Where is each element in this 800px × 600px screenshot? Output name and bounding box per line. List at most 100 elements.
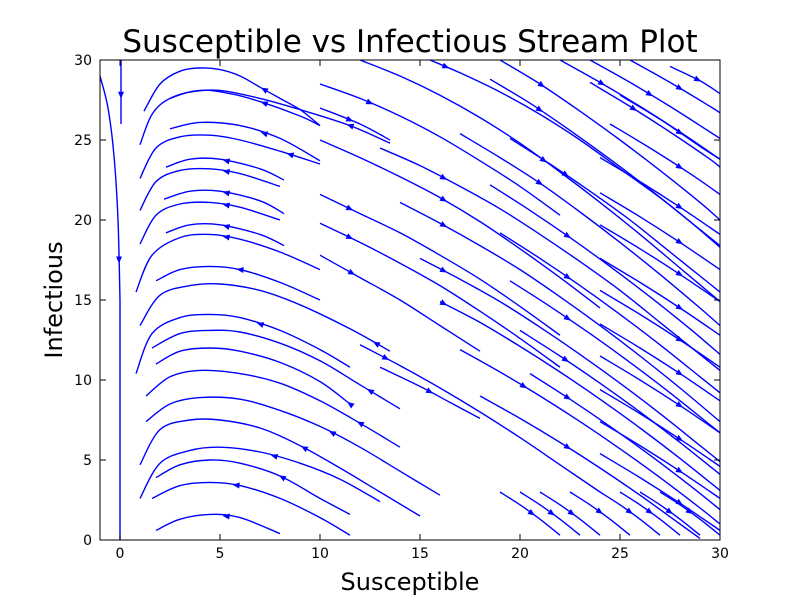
streamline-66: [599, 420, 720, 499]
streamline-arrow-74: [665, 507, 673, 515]
streamline-arrow-32: [381, 354, 390, 360]
streamline-arrow-64: [675, 401, 683, 408]
x-tick-label: 10: [311, 546, 329, 562]
y-tick-label: 20: [74, 213, 92, 229]
streamline-arrow-35: [539, 156, 547, 163]
streamline-15: [155, 347, 351, 405]
streamline-arrow-56: [675, 128, 683, 135]
streamline-arrow-65: [675, 434, 683, 442]
streamline-arrow-58: [675, 202, 683, 210]
streamline-arrow-50: [563, 231, 571, 239]
streamline-arrow-69: [547, 508, 555, 516]
streamline-arrow-31: [347, 268, 356, 275]
streamline-arrow-23: [116, 256, 122, 264]
streamline-arrow-30: [345, 233, 354, 240]
x-tick-label: 20: [511, 546, 529, 562]
streamline-50: [489, 184, 720, 355]
y-tick-label: 25: [74, 133, 92, 149]
streamline-arrow-57: [675, 162, 683, 170]
streamline-53: [519, 329, 720, 475]
streamline-4: [139, 134, 321, 179]
streamline-2: [139, 89, 321, 146]
y-tick-label: 15: [74, 293, 92, 309]
streamline-9: [165, 223, 285, 247]
streamline-arrow-45: [675, 84, 684, 91]
streamline-39: [439, 300, 720, 491]
streamline-6: [139, 167, 281, 211]
streamline-26: [319, 83, 561, 216]
streamline-arrow-61: [675, 303, 683, 310]
streamline-arrow-60: [675, 269, 683, 277]
streamline-arrow-8: [222, 202, 230, 209]
streamline-64: [599, 355, 720, 434]
streamline-arrow-7: [222, 190, 231, 197]
streamline-arrow-53: [561, 355, 569, 363]
streamline-arrow-26: [365, 98, 374, 105]
streamline-arrow-37: [439, 221, 448, 228]
streamline-arrow-49: [561, 170, 569, 177]
streamline-19: [139, 446, 381, 503]
y-tick-label: 30: [74, 53, 92, 69]
streamline-41: [479, 395, 701, 539]
streamline-12: [139, 282, 391, 352]
streamline-63: [599, 323, 720, 402]
streamline-29: [319, 193, 561, 336]
streamline-arrow-14: [256, 322, 265, 328]
streamline-arrow-17: [328, 431, 337, 437]
streamline-20: [155, 459, 351, 516]
streamline-arrow-2: [260, 101, 269, 108]
streamline-arrow-33: [425, 387, 434, 394]
y-tick-label: 10: [74, 373, 92, 389]
streamline-arrow-71: [595, 507, 603, 515]
streamline-arrow-62: [675, 335, 683, 342]
streamline-5: [165, 157, 285, 181]
streamline-40: [459, 348, 720, 525]
streamline-27: [319, 107, 391, 141]
streamline-16: [145, 369, 401, 448]
streamline-arrow-47: [535, 105, 543, 112]
streamline-arrow-5: [222, 158, 231, 165]
streamline-arrow-13: [366, 388, 375, 396]
streamline-arrow-68: [527, 508, 535, 516]
streamline-52: [509, 280, 720, 434]
x-tick-label: 25: [611, 546, 629, 562]
streamline-arrow-20: [278, 475, 287, 482]
streamline-arrow-75: [685, 507, 693, 515]
streamline-51: [499, 232, 720, 394]
streamline-3: [169, 121, 321, 162]
x-tick-label: 0: [116, 546, 125, 562]
streamline-62: [599, 289, 720, 368]
streamline-arrow-66: [675, 466, 683, 474]
streamline-arrow-18: [300, 446, 309, 453]
streamline-67: [599, 452, 720, 531]
streamline-arrow-46: [693, 75, 702, 82]
streamline-21: [151, 481, 351, 536]
streamline-31: [319, 254, 481, 352]
streamline-arrow-16: [356, 421, 365, 428]
y-tick-label: 0: [83, 533, 92, 549]
streamline-arrow-43: [597, 79, 606, 86]
streamline-37: [399, 201, 720, 423]
arrowheads-group: [116, 62, 702, 520]
streamline-arrow-70: [567, 508, 575, 516]
streamline-28: [319, 139, 601, 309]
streamline-arrow-6: [222, 168, 230, 175]
streamline-49: [509, 137, 720, 293]
streamline-arrow-44: [645, 90, 654, 97]
streamline-arrow-4: [286, 152, 295, 159]
streamline-arrow-15: [347, 401, 355, 409]
streamline-22: [155, 513, 281, 535]
streamline-arrow-55: [629, 104, 637, 111]
streamline-arrow-12: [372, 341, 381, 348]
x-tick-label: 15: [411, 546, 429, 562]
streamline-arrow-10: [222, 234, 230, 241]
x-tick-label: 5: [216, 546, 225, 562]
streamline-18: [139, 418, 421, 517]
streamline-arrow-29: [345, 204, 354, 211]
y-tick-label: 5: [83, 453, 92, 469]
streamline-0: [143, 67, 321, 127]
streamline-arrow-28: [439, 195, 448, 202]
streamline-arrow-25: [118, 91, 124, 99]
streamline-arrow-11: [236, 266, 244, 273]
